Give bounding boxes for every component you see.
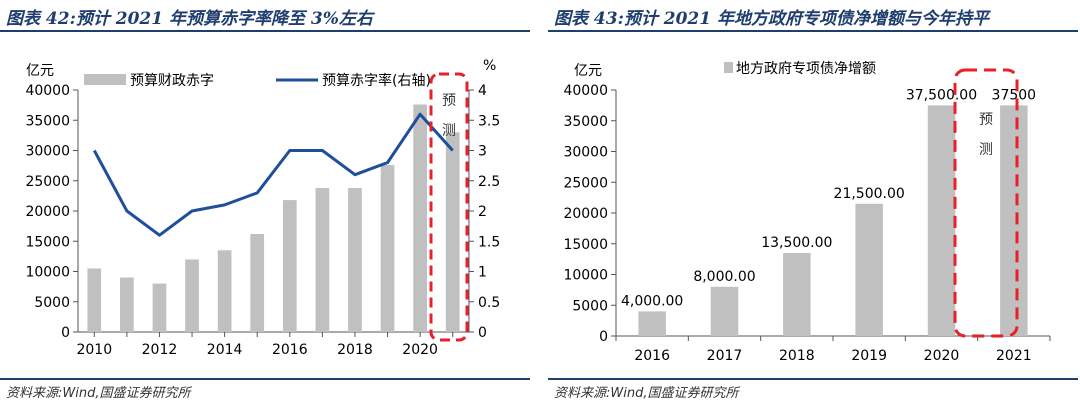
x-tick-label: 2016 <box>272 342 308 358</box>
x-tick-label: 2014 <box>207 342 243 358</box>
x-tick-label: 2021 <box>996 348 1032 364</box>
deficit-bar <box>152 283 167 332</box>
source-note: 资料来源:Wind,国盛证券研究所 <box>554 386 739 401</box>
special-bond-bar <box>855 203 883 336</box>
forecast-label-1: 预 <box>979 112 993 128</box>
x-tick-label: 2019 <box>851 348 887 364</box>
legend-line-label: 预算赤字率(右轴) <box>322 72 431 89</box>
y2-tick-label: 4 <box>478 83 487 99</box>
legend-bar-label: 地方政府专项债净增额 <box>736 61 876 77</box>
y-tick-label: 25000 <box>25 174 70 190</box>
x-tick-label: 2017 <box>707 348 743 364</box>
y-tick-label: 0 <box>599 329 608 345</box>
deficit-bar <box>315 188 330 332</box>
deficit-bar <box>120 277 134 332</box>
footer-rule <box>548 378 1078 380</box>
y-tick-label: 20000 <box>563 206 608 222</box>
y2-tick-label: 1.5 <box>478 234 500 250</box>
x-tick-label: 2018 <box>337 342 373 358</box>
data-label: 8,000.00 <box>693 269 755 285</box>
y-tick-label: 30000 <box>563 145 608 161</box>
deficit-bar <box>348 188 362 332</box>
y2-tick-label: 2.5 <box>478 174 500 190</box>
chart-panel-special-bonds: 图表 43:预计 2021 年地方政府专项债净增额与今年持平 亿元 地方政府专项… <box>548 0 1078 406</box>
special-bond-bar <box>710 286 739 336</box>
special-bond-chart: 亿元 地方政府专项债净增额 0 5000 10000 15000 20000 25000 3… <box>563 61 1051 364</box>
special-bond-bar <box>638 311 666 336</box>
y-tick-label: 10000 <box>25 265 70 281</box>
y-tick-label: 40000 <box>25 83 70 99</box>
y-tick-label: 10000 <box>563 268 608 284</box>
data-label: 37500 <box>992 87 1037 103</box>
deficit-bar <box>282 200 297 332</box>
y-tick-label: 30000 <box>25 144 70 160</box>
special-bond-bar <box>783 252 811 336</box>
x-tick-label: 2010 <box>76 342 112 358</box>
chart-panel-deficit: 图表 42:预计 2021 年预算赤字率降至 3%左右 亿元 % 预算财政赤字 … <box>0 0 530 406</box>
data-label: 4,000.00 <box>621 293 683 309</box>
data-label: 13,500.00 <box>761 235 832 251</box>
forecast-highlight-box <box>429 72 469 342</box>
y-tick-label: 25000 <box>563 175 608 191</box>
special-bond-bar <box>1000 105 1028 336</box>
legend-bar-swatch <box>84 74 126 85</box>
x-tick-label: 2020 <box>402 342 438 358</box>
deficit-bar <box>250 233 265 332</box>
data-label: 37,500.00 <box>906 87 977 103</box>
legend-bar-label: 预算财政赤字 <box>130 73 214 89</box>
y-tick-label: 20000 <box>25 204 70 220</box>
source-note: 资料来源:Wind,国盛证券研究所 <box>6 386 191 401</box>
special-bond-bar <box>927 105 956 336</box>
y2-tick-label: 3.5 <box>478 113 500 129</box>
forecast-label-1: 预 <box>442 93 456 109</box>
x-tick-label: 2018 <box>779 348 815 364</box>
data-label: 21,500.00 <box>834 186 905 202</box>
y2-tick-label: 0 <box>478 325 487 341</box>
forecast-highlight-box <box>953 68 1019 338</box>
deficit-rate-line <box>92 112 454 237</box>
x-tick-label: 2012 <box>142 342 178 358</box>
x-tick-label: 2020 <box>924 348 960 364</box>
title-rule <box>0 30 530 32</box>
y2-tick-label: 3 <box>478 144 487 160</box>
deficit-bar <box>217 250 232 332</box>
legend-bar-swatch <box>724 62 733 73</box>
title-rule <box>548 30 1078 32</box>
deficit-bar <box>413 104 427 333</box>
y2-tick-label: 2 <box>478 204 487 220</box>
deficit-bar <box>87 268 102 332</box>
forecast-label-2: 测 <box>979 142 993 158</box>
y-tick-label: 35000 <box>563 114 608 130</box>
deficit-bar <box>445 132 460 332</box>
left-axis-unit: 亿元 <box>26 63 54 79</box>
y-tick-label: 5000 <box>34 295 70 311</box>
x-tick-label: 2016 <box>634 348 670 364</box>
deficit-bar <box>185 259 199 332</box>
y-tick-label: 35000 <box>25 113 70 129</box>
footer-rule <box>0 378 530 380</box>
y-tick-label: 15000 <box>563 237 608 253</box>
y-tick-label: 15000 <box>25 234 70 250</box>
y-tick-label: 0 <box>61 325 70 341</box>
right-axis-unit: % <box>483 58 496 74</box>
y-tick-label: 40000 <box>563 83 608 99</box>
forecast-label-2: 测 <box>442 123 456 139</box>
chart-title: 图表 43:预计 2021 年地方政府专项债净增额与今年持平 <box>554 9 990 29</box>
deficit-bar <box>380 165 395 332</box>
y-tick-label: 5000 <box>572 298 608 314</box>
deficit-chart: 亿元 % 预算财政赤字 预算赤字率(右轴) 050001000015000200… <box>25 58 500 358</box>
chart-title: 图表 42:预计 2021 年预算赤字率降至 3%左右 <box>6 9 373 29</box>
y2-tick-label: 1 <box>478 265 487 281</box>
axis-unit: 亿元 <box>574 63 602 79</box>
y2-tick-label: 0.5 <box>478 295 500 311</box>
